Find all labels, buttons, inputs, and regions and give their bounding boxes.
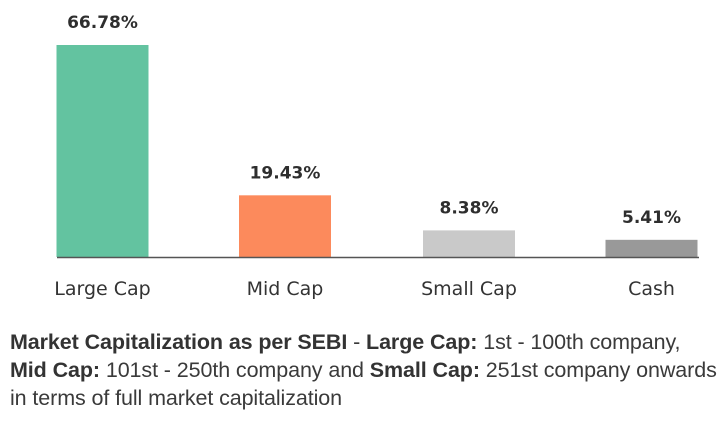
footnote-term: Large Cap: — [366, 330, 478, 354]
bar-cash — [605, 239, 698, 257]
data-label-small-cap: 8.38% — [440, 198, 499, 218]
footnote: Market Capitalization as per SEBI - Larg… — [10, 328, 722, 412]
category-label-large-cap: Large Cap — [54, 278, 150, 300]
data-label-mid-cap: 19.43% — [250, 163, 321, 183]
footnote-term: Mid Cap: — [10, 358, 100, 382]
category-label-small-cap: Small Cap — [421, 278, 517, 300]
bar-mid-cap — [239, 195, 331, 257]
footnote-text: 251st company onwards in terms of full m… — [10, 358, 717, 410]
category-labels-group: Large Cap Mid Cap Small Cap Cash — [54, 278, 675, 300]
data-label-large-cap: 66.78% — [67, 13, 138, 33]
bars-group — [56, 45, 698, 257]
category-label-mid-cap: Mid Cap — [247, 278, 324, 300]
bar-small-cap — [423, 230, 515, 257]
footnote-term: Market Capitalization as per SEBI — [10, 330, 348, 354]
footnote-text: - — [347, 330, 367, 354]
category-label-cash: Cash — [628, 278, 675, 300]
data-labels-group: 66.78% 19.43% 8.38% 5.41% — [67, 13, 681, 228]
bar-chart: 66.78% 19.43% 8.38% 5.41% Large Cap Mid Cap S… — [54, 13, 699, 300]
data-label-cash: 5.41% — [622, 208, 681, 228]
footnote-text: 1st - 100th company, — [477, 330, 681, 354]
footnote-text: 101st - 250th company and — [99, 358, 370, 382]
footnote-term: Small Cap: — [369, 358, 480, 382]
bar-large-cap — [56, 45, 149, 257]
